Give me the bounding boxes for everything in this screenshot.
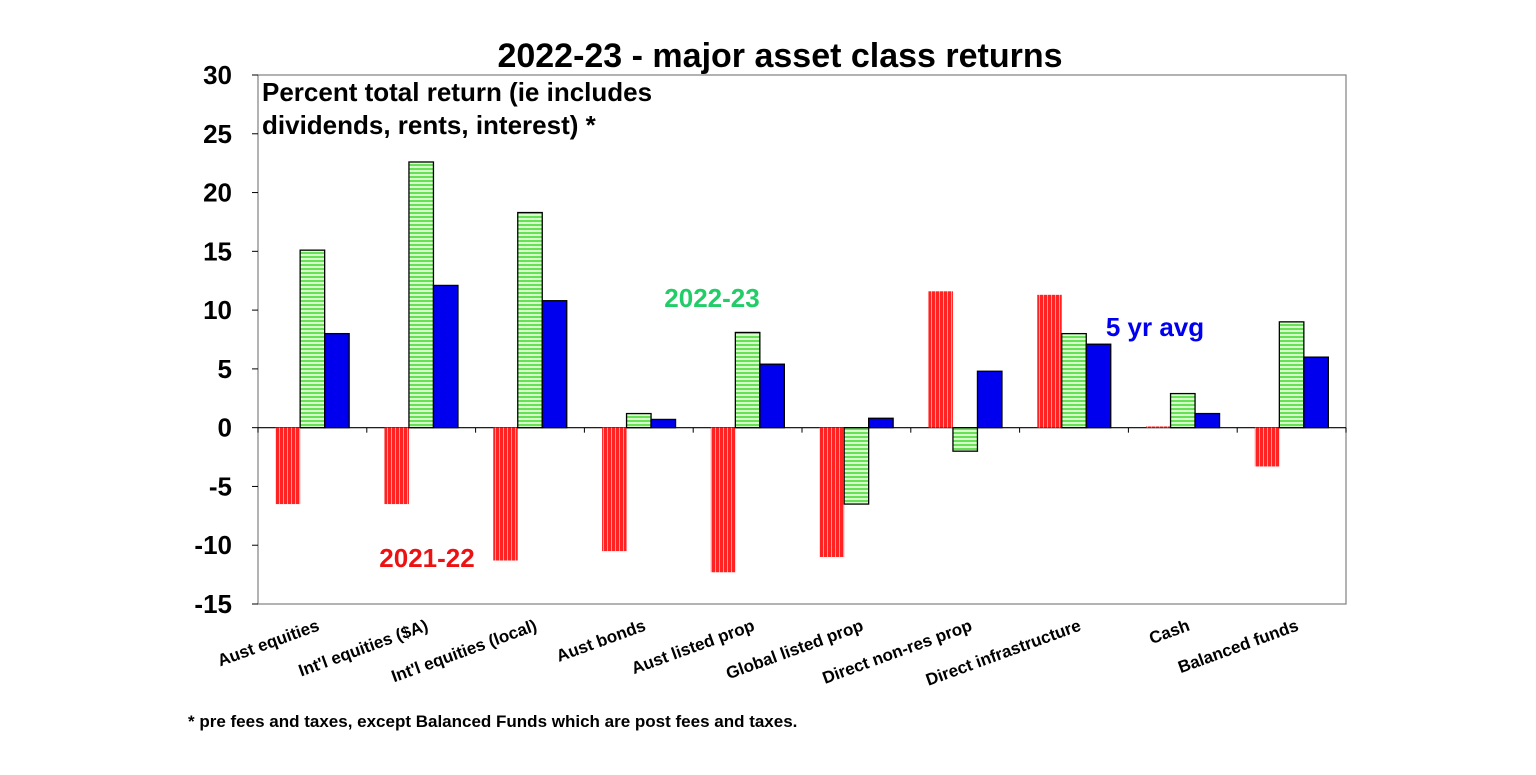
bar-2021-22 — [1146, 426, 1171, 428]
bar-2022-23 — [734, 331, 761, 429]
bar-2021-22 — [602, 427, 627, 552]
y-tick-label: 25 — [203, 119, 232, 149]
bar-2021-22 — [493, 427, 518, 561]
chart-subtitle-line-2: dividends, rents, interest) * — [262, 110, 597, 140]
bar-5yr-avg — [759, 363, 785, 429]
bar-2022-23 — [1169, 392, 1196, 429]
y-tick-label: 5 — [218, 354, 232, 384]
bar-5yr-avg — [541, 300, 568, 429]
bar-2021-22 — [275, 427, 301, 505]
y-tick-label: -5 — [209, 471, 232, 501]
bar-2022-23 — [952, 427, 979, 452]
bar-5yr-avg — [650, 418, 677, 429]
bar-5yr-avg — [1085, 343, 1112, 429]
bar-2021-22 — [384, 427, 409, 505]
bar-2021-22 — [819, 427, 845, 557]
bar-5yr-avg — [432, 284, 459, 429]
y-tick-label: 30 — [203, 60, 232, 90]
annotation-2021-22: 2021-22 — [379, 543, 474, 573]
bar-2022-23 — [625, 412, 652, 429]
bar-2022-23 — [299, 249, 326, 429]
chart-subtitle-line-1: Percent total return (ie includes — [262, 77, 652, 107]
y-tick-label: 15 — [203, 236, 232, 266]
bar-2021-22 — [1037, 294, 1062, 428]
annotation-2022-23: 2022-23 — [664, 283, 759, 313]
bar-2022-23 — [408, 161, 435, 429]
bar-2022-23 — [1061, 332, 1087, 429]
bar-2022-23 — [843, 427, 870, 505]
bars — [275, 161, 1329, 573]
bar-2021-22 — [1254, 427, 1280, 467]
y-tick-label: -15 — [194, 589, 232, 619]
y-tick-label: 20 — [203, 178, 232, 208]
bar-5yr-avg — [323, 332, 350, 429]
bar-5yr-avg — [1303, 356, 1329, 429]
x-category-label: Cash — [1147, 616, 1193, 648]
y-tick-label: -10 — [194, 530, 232, 560]
bar-2021-22 — [710, 427, 736, 573]
bar-5yr-avg — [868, 417, 894, 429]
annotation-5yr-avg: 5 yr avg — [1106, 312, 1204, 342]
bar-5yr-avg — [1194, 412, 1221, 429]
plot-area — [257, 74, 1347, 605]
chart-title: 2022-23 - major asset class returns — [497, 37, 1062, 75]
bar-2022-23 — [517, 211, 543, 429]
bar-2022-23 — [1278, 321, 1305, 429]
y-tick-label: 10 — [203, 295, 232, 325]
y-tick-label: 0 — [218, 413, 232, 443]
bar-2021-22 — [928, 291, 953, 428]
x-category-label: Balanced funds — [1176, 616, 1301, 677]
footnote: * pre fees and taxes, except Balanced Fu… — [188, 712, 797, 731]
bar-5yr-avg — [976, 370, 1003, 429]
